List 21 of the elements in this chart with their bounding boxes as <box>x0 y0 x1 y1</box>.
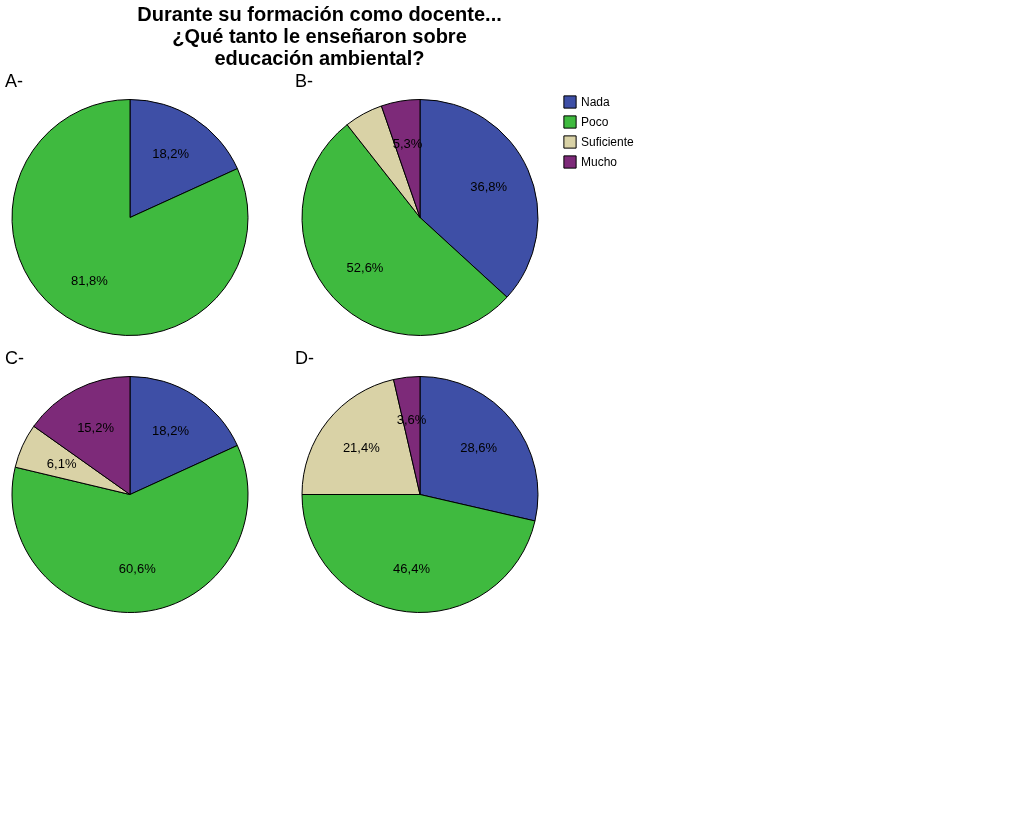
data-label: 28,6% <box>460 439 498 455</box>
data-label: 81,8% <box>70 272 109 288</box>
data-label: 36,8% <box>470 179 508 195</box>
chart-subtitle: A- <box>5 71 24 91</box>
data-label: 46,4% <box>393 561 431 577</box>
data-label: 60,6% <box>118 561 157 577</box>
data-label: 18,2% <box>152 146 190 162</box>
text: Durante su formación como docente... ¿Qué tanto le enseñaron sobre educación ambiental? <box>137 3 502 69</box>
data-label: 21,4% <box>342 439 381 455</box>
legend-label: Poco <box>581 115 609 129</box>
data-label: 18,2% <box>152 423 190 439</box>
data-label: 15,2% <box>77 419 115 435</box>
chart-subtitle: B- <box>295 71 314 91</box>
pie-slice <box>11 99 249 336</box>
legend-label: Mucho <box>581 155 618 169</box>
chart-subtitle: D- <box>295 348 314 368</box>
legend-label: Nada <box>581 95 611 109</box>
data-label: 52,6% <box>346 260 384 276</box>
data-label: 6,1% <box>46 455 77 471</box>
chart-subtitle: C- <box>5 348 24 368</box>
legend-label: Suficiente <box>581 135 635 149</box>
